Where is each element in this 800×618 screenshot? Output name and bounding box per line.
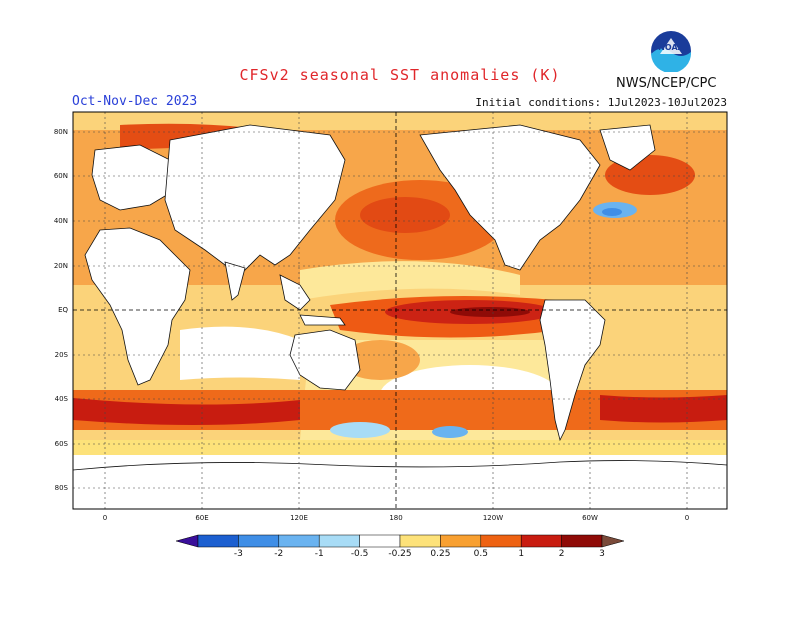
equator-dateline-lines [73,112,727,509]
colorbar-label: 2 [559,549,565,559]
lon-tick: 120W [483,514,503,522]
colorbar-label: 0.25 [430,549,450,559]
agency-label: NWS/NCEP/CPC [616,76,717,91]
latitude-ticks: 80N 60N 40N 20N EQ 20S 40S 60S 80S [54,128,69,492]
lon-tick: 180 [389,514,402,522]
colorbar-label: -3 [234,549,243,559]
initial-conditions-label: Initial conditions: 1Jul2023-10Jul2023 [475,96,727,109]
colorbar-swatch [440,534,482,548]
colorbar-swatch [238,534,280,548]
colorbar-swatch [278,534,320,548]
lon-tick: 60W [582,514,598,522]
colorbar-swatch [318,534,360,548]
map-gridlines [73,112,727,509]
colorbar-label: -1 [315,549,324,559]
lat-tick: 20S [55,351,69,359]
map-border [72,111,728,510]
colorbar-label: -2 [274,549,283,559]
colorbar-label: 3 [599,549,605,559]
colorbar: -3 -2 -1 -0.5 -0.25 0.25 0.5 1 2 3 [175,534,625,559]
colorbar-label: -0.5 [351,549,369,559]
colorbar-swatch [520,534,562,548]
map-title: CFSv2 seasonal SST anomalies (K) [239,66,561,84]
lon-tick: 0 [685,514,689,522]
season-label: Oct-Nov-Dec 2023 [72,94,198,109]
anomaly-field [73,112,727,509]
colorbar-max-arrow [601,534,625,548]
lon-tick: 0 [103,514,107,522]
colorbar-swatch [359,534,401,548]
colorbar-min-arrow [175,534,199,548]
colorbar-label: -0.25 [388,549,411,559]
noaa-logo: NOAA [650,30,692,74]
longitude-ticks: 0 60E 120E 180 120W 60W 0 [103,514,689,522]
lat-tick: 60S [55,440,69,448]
colorbar-swatch [399,534,441,548]
lat-tick: 20N [54,262,68,270]
colorbar-swatch [561,534,603,548]
lat-tick: 80N [54,128,68,136]
colorbar-swatch [480,534,522,548]
colorbar-label: 1 [518,549,524,559]
colorbar-label: 0.5 [474,549,488,559]
colorbar-swatch [197,534,239,548]
lon-tick: 60E [195,514,208,522]
lat-tick: 40N [54,217,68,225]
lat-tick: 40S [55,395,69,403]
lat-tick: 80S [55,484,69,492]
lon-tick: 120E [290,514,308,522]
continents [73,124,727,509]
noaa-logo-text: NOAA [658,43,684,52]
lat-tick: EQ [58,306,68,314]
lat-tick: 60N [54,172,68,180]
